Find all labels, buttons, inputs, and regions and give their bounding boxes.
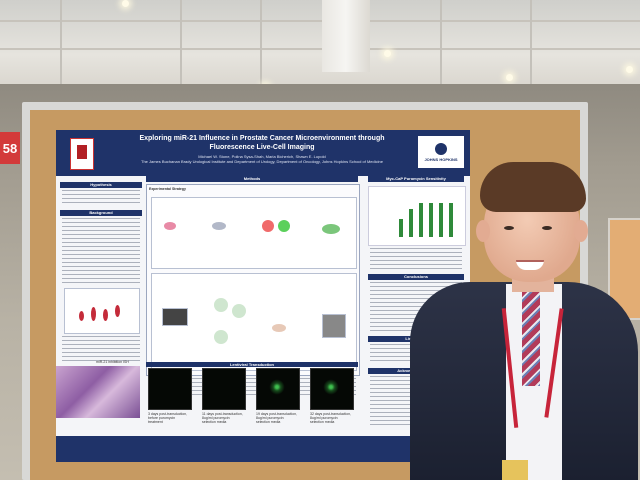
name-badge xyxy=(502,460,528,480)
section-methods: Methods xyxy=(146,176,358,182)
poster-header: Exploring miR-21 Influence in Prostate C… xyxy=(56,130,470,176)
ceiling-light xyxy=(122,0,129,7)
section-conclusions: Conclusions xyxy=(368,274,464,280)
ear xyxy=(574,220,588,242)
ceiling-grid xyxy=(0,48,640,50)
ceiling xyxy=(0,0,640,101)
background-text xyxy=(62,218,140,284)
section-hypothesis: Hypothesis xyxy=(60,182,142,188)
imaging-device-icon xyxy=(162,308,188,326)
ceiling-grid xyxy=(0,20,640,22)
poster-authors: Michael W. Stone, Polina Sysa-Shah, Mari… xyxy=(116,154,408,164)
poster-title: Exploring miR-21 Influence in Prostate C… xyxy=(139,135,385,151)
microscope-icon xyxy=(322,314,346,338)
plot-point xyxy=(91,307,96,321)
microscopy-image-1 xyxy=(148,368,192,410)
section-background: Background xyxy=(60,210,142,216)
plot-point xyxy=(115,305,120,317)
eye xyxy=(504,226,514,230)
well-plate-icon xyxy=(214,330,228,344)
presenter xyxy=(404,158,640,480)
workflow-panel-bottom xyxy=(151,273,357,371)
affiliation: The James Buchanan Brady Urological Inst… xyxy=(141,159,383,164)
graph-bar xyxy=(399,219,403,237)
plot-point xyxy=(103,309,108,321)
graph-bar xyxy=(429,203,433,237)
vector-icon xyxy=(212,222,226,230)
ceiling-light xyxy=(626,66,633,73)
shield-icon xyxy=(435,142,447,155)
poster-footer-band xyxy=(56,436,470,462)
university-seal-logo xyxy=(70,138,94,170)
striped-tie xyxy=(522,290,540,386)
micro-caption-3: 19 days post-transduction, 8ug/ml puromy… xyxy=(256,412,298,424)
ceiling-grid xyxy=(60,0,62,92)
microscopy-image-3 xyxy=(256,368,300,410)
logo-text: JOHNS HOPKINS xyxy=(424,156,458,162)
sensitivity-text xyxy=(370,248,462,270)
hair xyxy=(480,162,586,212)
micro-caption-2: 11 days post-transduction, 8ug/ml puromy… xyxy=(202,412,243,424)
author-list: Michael W. Stone, Polina Sysa-Shah, Mari… xyxy=(198,154,326,159)
cell-icon xyxy=(164,222,176,230)
graph-bar xyxy=(409,209,413,237)
johns-hopkins-logo: JOHNS HOPKINS xyxy=(418,136,464,168)
ceiling-duct xyxy=(322,0,370,72)
transduction-text xyxy=(148,378,356,398)
cell-icon xyxy=(262,220,274,232)
board-number-tag: 58 xyxy=(0,132,20,164)
methods-diagram: Experimental Strategy xyxy=(146,184,360,376)
cell-cluster-icon xyxy=(322,224,340,234)
experimental-strategy-label: Experimental Strategy xyxy=(149,187,186,191)
figure-caption-text xyxy=(62,336,140,362)
microscopy-image-4 xyxy=(310,368,354,410)
eye xyxy=(542,226,552,230)
micro-caption-1: 3 days post-transduction, before puromyc… xyxy=(148,412,188,424)
workflow-panel-top xyxy=(151,197,357,269)
ceiling-light xyxy=(384,50,391,57)
cell-icon xyxy=(278,220,290,232)
ceiling-grid xyxy=(180,0,182,92)
ceiling-grid xyxy=(260,0,262,92)
ceiling-light xyxy=(506,74,513,81)
sensitivity-bar-graph xyxy=(368,186,466,246)
histology-caption: miR-21 inhibition ISH xyxy=(96,360,129,364)
ear xyxy=(476,220,490,242)
microscopy-image-2 xyxy=(202,368,246,410)
graph-bar xyxy=(419,203,423,237)
well-plate-icon xyxy=(214,298,228,312)
ceiling-grid xyxy=(440,0,442,92)
hypothesis-text xyxy=(62,190,140,206)
graph-bar xyxy=(449,203,453,237)
graph-bar xyxy=(439,203,443,237)
section-lentiviral-transduction: Lentiviral Transduction xyxy=(146,362,358,367)
expression-plot xyxy=(64,288,140,334)
tissue-icon xyxy=(272,324,286,332)
section-puromycin-sensitivity: Myc-CaP Puromycin Sensitivity xyxy=(368,176,464,182)
well-plate-icon xyxy=(232,304,246,318)
smile xyxy=(516,260,544,270)
histology-image xyxy=(56,366,140,418)
plot-point xyxy=(79,311,84,321)
ceiling-grid xyxy=(530,0,532,92)
micro-caption-4: 32 days post-transduction, 8ug/ml puromy… xyxy=(310,412,352,424)
